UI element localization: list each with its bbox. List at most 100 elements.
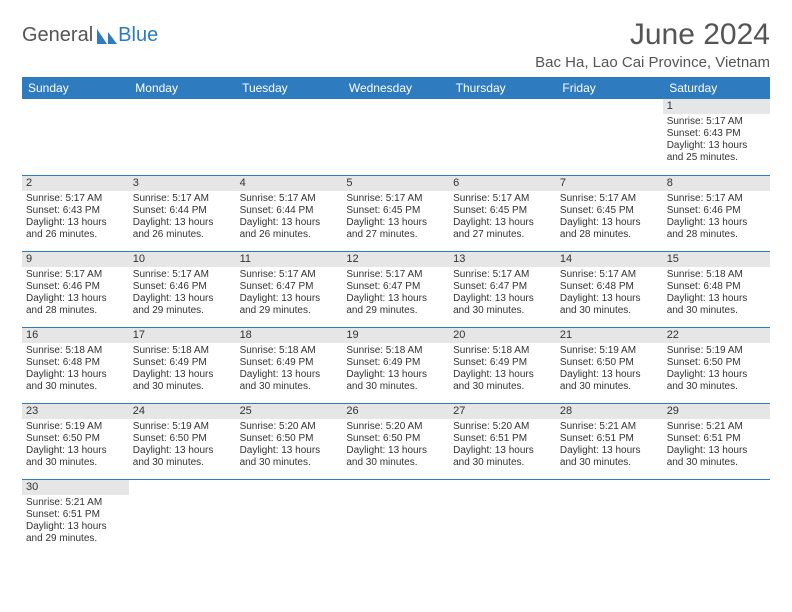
- day-info: Sunrise: 5:20 AMSunset: 6:51 PMDaylight:…: [449, 419, 556, 472]
- day-number: 30: [22, 480, 129, 495]
- calendar-cell: 8Sunrise: 5:17 AMSunset: 6:46 PMDaylight…: [663, 175, 770, 251]
- title-block: June 2024 Bac Ha, Lao Cai Province, Viet…: [535, 18, 770, 71]
- day-number: 24: [129, 404, 236, 419]
- calendar-cell: 29Sunrise: 5:21 AMSunset: 6:51 PMDayligh…: [663, 403, 770, 479]
- day-number: 10: [129, 252, 236, 267]
- calendar-cell: 13Sunrise: 5:17 AMSunset: 6:47 PMDayligh…: [449, 251, 556, 327]
- calendar-cell: [342, 99, 449, 175]
- calendar-cell: 6Sunrise: 5:17 AMSunset: 6:45 PMDaylight…: [449, 175, 556, 251]
- calendar-cell: 1Sunrise: 5:17 AMSunset: 6:43 PMDaylight…: [663, 99, 770, 175]
- calendar-cell: 3Sunrise: 5:17 AMSunset: 6:44 PMDaylight…: [129, 175, 236, 251]
- logo-sail-icon: [96, 27, 118, 45]
- day-info: Sunrise: 5:19 AMSunset: 6:50 PMDaylight:…: [22, 419, 129, 472]
- calendar-head: SundayMondayTuesdayWednesdayThursdayFrid…: [22, 77, 770, 99]
- calendar-cell: 23Sunrise: 5:19 AMSunset: 6:50 PMDayligh…: [22, 403, 129, 479]
- calendar-cell: [556, 479, 663, 555]
- day-info: Sunrise: 5:21 AMSunset: 6:51 PMDaylight:…: [556, 419, 663, 472]
- day-number: 23: [22, 404, 129, 419]
- calendar-cell: [236, 479, 343, 555]
- weekday-header: Wednesday: [342, 77, 449, 99]
- calendar-cell: 20Sunrise: 5:18 AMSunset: 6:49 PMDayligh…: [449, 327, 556, 403]
- day-info: Sunrise: 5:17 AMSunset: 6:43 PMDaylight:…: [22, 191, 129, 244]
- calendar-cell: 2Sunrise: 5:17 AMSunset: 6:43 PMDaylight…: [22, 175, 129, 251]
- day-info: Sunrise: 5:18 AMSunset: 6:49 PMDaylight:…: [129, 343, 236, 396]
- day-number: 9: [22, 252, 129, 267]
- day-info: Sunrise: 5:17 AMSunset: 6:45 PMDaylight:…: [556, 191, 663, 244]
- logo: General Blue: [22, 24, 158, 47]
- day-number: 22: [663, 328, 770, 343]
- day-number: 11: [236, 252, 343, 267]
- day-info: Sunrise: 5:18 AMSunset: 6:49 PMDaylight:…: [449, 343, 556, 396]
- calendar-cell: [449, 99, 556, 175]
- calendar-cell: 15Sunrise: 5:18 AMSunset: 6:48 PMDayligh…: [663, 251, 770, 327]
- day-number: 29: [663, 404, 770, 419]
- day-info: Sunrise: 5:20 AMSunset: 6:50 PMDaylight:…: [342, 419, 449, 472]
- day-info: Sunrise: 5:17 AMSunset: 6:48 PMDaylight:…: [556, 267, 663, 320]
- calendar-cell: [129, 99, 236, 175]
- day-number: 16: [22, 328, 129, 343]
- day-number: 28: [556, 404, 663, 419]
- day-number: 27: [449, 404, 556, 419]
- calendar-cell: [449, 479, 556, 555]
- day-info: Sunrise: 5:21 AMSunset: 6:51 PMDaylight:…: [22, 495, 129, 548]
- calendar-cell: 5Sunrise: 5:17 AMSunset: 6:45 PMDaylight…: [342, 175, 449, 251]
- calendar-cell: 25Sunrise: 5:20 AMSunset: 6:50 PMDayligh…: [236, 403, 343, 479]
- weekday-header: Monday: [129, 77, 236, 99]
- calendar-cell: 4Sunrise: 5:17 AMSunset: 6:44 PMDaylight…: [236, 175, 343, 251]
- day-info: Sunrise: 5:17 AMSunset: 6:43 PMDaylight:…: [663, 114, 770, 167]
- day-info: Sunrise: 5:17 AMSunset: 6:44 PMDaylight:…: [236, 191, 343, 244]
- day-info: Sunrise: 5:17 AMSunset: 6:44 PMDaylight:…: [129, 191, 236, 244]
- day-number: 21: [556, 328, 663, 343]
- day-info: Sunrise: 5:17 AMSunset: 6:45 PMDaylight:…: [449, 191, 556, 244]
- day-number: 25: [236, 404, 343, 419]
- day-info: Sunrise: 5:17 AMSunset: 6:46 PMDaylight:…: [663, 191, 770, 244]
- calendar-cell: 10Sunrise: 5:17 AMSunset: 6:46 PMDayligh…: [129, 251, 236, 327]
- calendar-cell: [236, 99, 343, 175]
- calendar-cell: 18Sunrise: 5:18 AMSunset: 6:49 PMDayligh…: [236, 327, 343, 403]
- weekday-header: Tuesday: [236, 77, 343, 99]
- day-info: Sunrise: 5:21 AMSunset: 6:51 PMDaylight:…: [663, 419, 770, 472]
- logo-text-blue: Blue: [118, 24, 158, 47]
- calendar-cell: 14Sunrise: 5:17 AMSunset: 6:48 PMDayligh…: [556, 251, 663, 327]
- day-number: 8: [663, 176, 770, 191]
- day-number: 12: [342, 252, 449, 267]
- day-info: Sunrise: 5:17 AMSunset: 6:46 PMDaylight:…: [22, 267, 129, 320]
- calendar-cell: [663, 479, 770, 555]
- weekday-header: Friday: [556, 77, 663, 99]
- day-number: 20: [449, 328, 556, 343]
- day-number: 13: [449, 252, 556, 267]
- calendar-cell: [129, 479, 236, 555]
- calendar-cell: [22, 99, 129, 175]
- day-number: 19: [342, 328, 449, 343]
- day-number: 2: [22, 176, 129, 191]
- day-number: 26: [342, 404, 449, 419]
- location-text: Bac Ha, Lao Cai Province, Vietnam: [535, 54, 770, 71]
- day-info: Sunrise: 5:18 AMSunset: 6:48 PMDaylight:…: [663, 267, 770, 320]
- day-number: 4: [236, 176, 343, 191]
- calendar-cell: 21Sunrise: 5:19 AMSunset: 6:50 PMDayligh…: [556, 327, 663, 403]
- calendar-cell: 12Sunrise: 5:17 AMSunset: 6:47 PMDayligh…: [342, 251, 449, 327]
- calendar-cell: 28Sunrise: 5:21 AMSunset: 6:51 PMDayligh…: [556, 403, 663, 479]
- day-info: Sunrise: 5:19 AMSunset: 6:50 PMDaylight:…: [129, 419, 236, 472]
- logo-text-general: General: [22, 24, 93, 47]
- day-number: 5: [342, 176, 449, 191]
- calendar-cell: 22Sunrise: 5:19 AMSunset: 6:50 PMDayligh…: [663, 327, 770, 403]
- calendar-cell: [556, 99, 663, 175]
- day-number: 7: [556, 176, 663, 191]
- calendar-cell: 11Sunrise: 5:17 AMSunset: 6:47 PMDayligh…: [236, 251, 343, 327]
- calendar-cell: 26Sunrise: 5:20 AMSunset: 6:50 PMDayligh…: [342, 403, 449, 479]
- day-info: Sunrise: 5:19 AMSunset: 6:50 PMDaylight:…: [663, 343, 770, 396]
- day-info: Sunrise: 5:17 AMSunset: 6:47 PMDaylight:…: [449, 267, 556, 320]
- calendar-cell: 16Sunrise: 5:18 AMSunset: 6:48 PMDayligh…: [22, 327, 129, 403]
- calendar-body: 1Sunrise: 5:17 AMSunset: 6:43 PMDaylight…: [22, 99, 770, 555]
- day-number: 15: [663, 252, 770, 267]
- day-info: Sunrise: 5:20 AMSunset: 6:50 PMDaylight:…: [236, 419, 343, 472]
- calendar-cell: 30Sunrise: 5:21 AMSunset: 6:51 PMDayligh…: [22, 479, 129, 555]
- day-info: Sunrise: 5:18 AMSunset: 6:49 PMDaylight:…: [236, 343, 343, 396]
- month-title: June 2024: [535, 18, 770, 52]
- weekday-header: Saturday: [663, 77, 770, 99]
- day-info: Sunrise: 5:17 AMSunset: 6:46 PMDaylight:…: [129, 267, 236, 320]
- calendar-cell: 9Sunrise: 5:17 AMSunset: 6:46 PMDaylight…: [22, 251, 129, 327]
- day-info: Sunrise: 5:18 AMSunset: 6:48 PMDaylight:…: [22, 343, 129, 396]
- weekday-header: Sunday: [22, 77, 129, 99]
